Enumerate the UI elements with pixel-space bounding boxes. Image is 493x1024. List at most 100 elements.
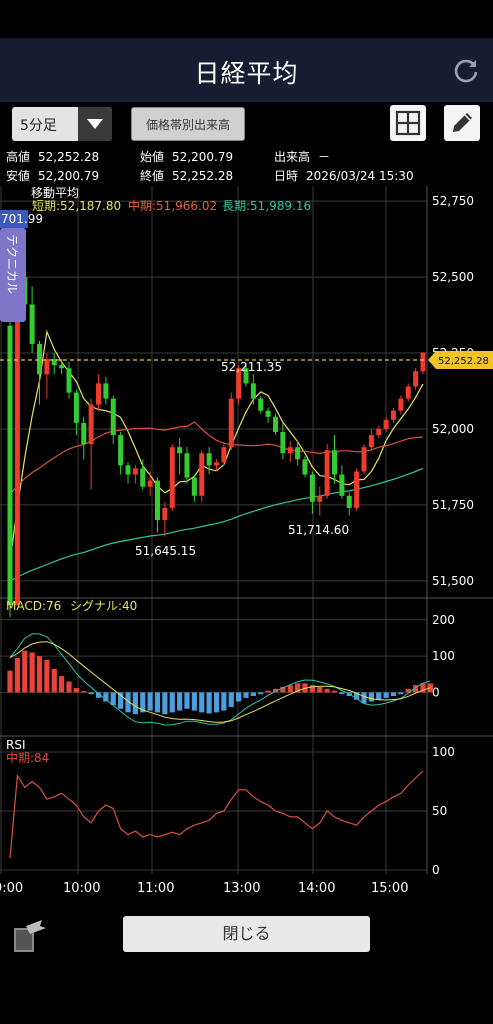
candle-body	[405, 386, 411, 399]
candle-body	[103, 383, 109, 399]
refresh-icon[interactable]	[451, 56, 481, 86]
datetime-value: 2026/03/24 15:30	[306, 169, 414, 183]
macd-bar	[51, 668, 57, 693]
macd-bar	[118, 692, 124, 709]
macd-bar	[140, 692, 146, 713]
bottom-bar: 閉じる	[0, 904, 493, 964]
macd-bar	[324, 688, 330, 693]
high-row: 高値 52,252.28	[6, 148, 99, 165]
macd-bar	[339, 692, 345, 695]
macd-panel: 200 100 0	[0, 613, 455, 726]
price-axis-label: 52,500	[432, 270, 474, 284]
ma-mid-label: 中期:51,966.02	[128, 198, 217, 213]
macd-bar	[7, 670, 13, 693]
price-axis-label: 52,000	[432, 422, 474, 436]
candle-body	[140, 468, 146, 487]
high-value: 52,252.28	[38, 150, 100, 164]
candle-body	[309, 474, 315, 502]
close-row: 終値 52,252.28	[140, 167, 233, 184]
macd-bar	[191, 692, 197, 711]
open-row: 始値 52,200.79	[140, 148, 233, 165]
volume-label: 出来高	[274, 150, 311, 164]
candle-body	[169, 447, 175, 508]
grid-icon	[395, 110, 421, 136]
macd-bar	[361, 692, 367, 704]
macd-bar	[147, 692, 153, 711]
macd-bar	[132, 692, 138, 715]
macd-bar	[354, 692, 360, 700]
candle-body	[206, 453, 212, 466]
close-button[interactable]: 閉じる	[123, 916, 370, 952]
candle-body	[81, 422, 87, 445]
current-price-tag-shape	[428, 351, 493, 369]
candle-body	[96, 383, 101, 405]
price-axis-label: 51,500	[432, 574, 474, 588]
macd-bar	[184, 692, 190, 709]
candle-body	[177, 447, 183, 454]
edit-button[interactable]	[444, 105, 480, 141]
candle-body	[317, 495, 323, 502]
ma-long-label: 長期:51,989.16	[222, 199, 311, 213]
candle-body	[184, 453, 190, 478]
candle-body	[118, 435, 124, 466]
macd-bar	[110, 692, 116, 706]
time-axis-label: 15:00	[371, 881, 408, 896]
macd-bar	[154, 692, 161, 713]
candle-body	[332, 450, 337, 475]
grid-view-button[interactable]	[390, 105, 426, 141]
candle-body	[273, 416, 278, 432]
macd-bar	[368, 692, 374, 702]
macd-bar	[250, 692, 256, 697]
candle-body	[354, 471, 360, 508]
candle-body	[236, 368, 242, 399]
candle-body	[368, 435, 374, 448]
timeframe-select[interactable]: 5分足	[12, 107, 112, 141]
macd-bar	[243, 692, 249, 698]
candle-body	[398, 398, 404, 411]
open-value: 52,200.79	[172, 150, 234, 164]
candle-body	[228, 398, 234, 448]
candle-body	[258, 398, 264, 411]
rsi-axis-label: 50	[432, 804, 447, 818]
ma-title: 移動平均	[31, 186, 79, 200]
candle-body	[132, 468, 138, 475]
macd-bar	[213, 692, 220, 713]
macd-bar	[177, 692, 183, 711]
macd-bar	[265, 690, 271, 693]
time-axis-label: 14:00	[298, 881, 335, 896]
left-cut-value: 701.99	[1, 212, 43, 226]
back-arrow-icon[interactable]	[12, 918, 48, 954]
macd-bar	[59, 676, 65, 693]
macd-bar	[228, 692, 234, 707]
ma-mid-line	[9, 421, 424, 495]
macd-axis-label: 200	[432, 613, 455, 627]
candle-body	[265, 410, 271, 417]
ohlc-panel: 高値 52,252.28 始値 52,200.79 出来高 － 安値 52,200.79…	[0, 146, 493, 186]
macd-label: MACD:76	[6, 599, 61, 613]
candle-body	[221, 447, 227, 463]
candle-body	[346, 495, 352, 508]
macd-bar	[331, 690, 338, 693]
candle-body	[280, 432, 286, 454]
toolbar: 5分足 価格帯別出来高	[0, 102, 493, 144]
macd-bar	[383, 692, 389, 698]
macd-bar	[66, 681, 72, 693]
low-value: 52,200.79	[38, 169, 100, 183]
macd-bar	[81, 690, 87, 693]
macd-bar	[287, 685, 293, 693]
rsi-line	[9, 770, 424, 859]
technical-tab[interactable]	[0, 228, 26, 322]
macd-bar	[405, 688, 411, 693]
macd-bar	[125, 692, 131, 713]
chevron-down-icon	[78, 107, 112, 141]
volume-value: －	[318, 150, 331, 164]
macd-line	[9, 633, 431, 726]
macd-bar	[376, 692, 382, 700]
timeframe-label: 5分足	[20, 118, 57, 134]
macd-bar	[88, 692, 94, 695]
page-title: 日経平均	[194, 59, 299, 88]
candle-body	[199, 453, 205, 496]
macd-bar	[317, 686, 323, 693]
volume-profile-button[interactable]: 価格帯別出来高	[131, 107, 245, 141]
